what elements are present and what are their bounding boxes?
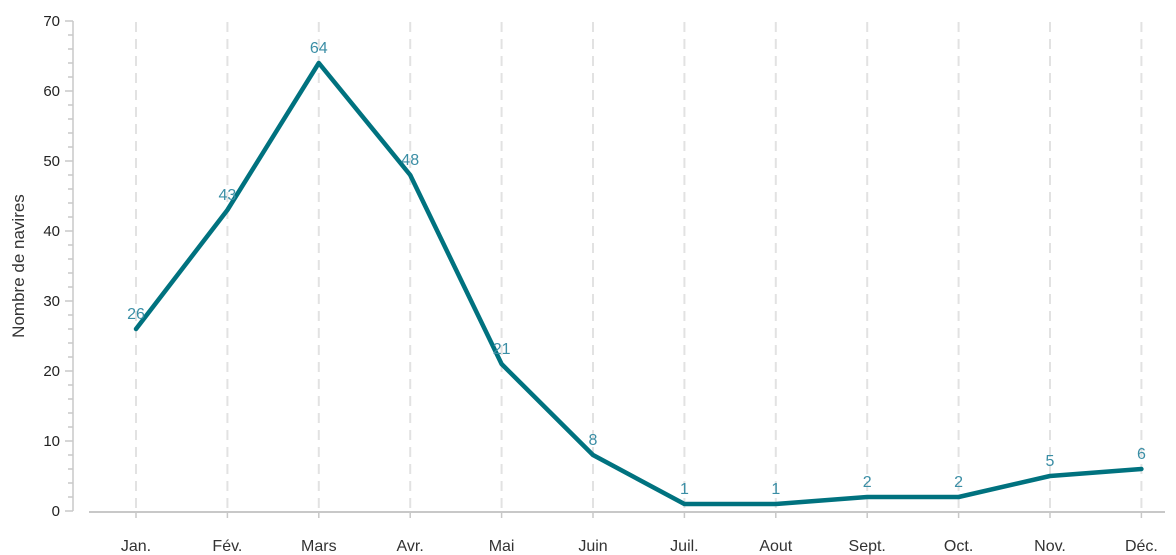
y-tick-label: 0	[52, 503, 60, 520]
x-tick-label: Mars	[301, 538, 337, 555]
x-tick-label: Déc.	[1125, 538, 1158, 555]
y-tick-label: 60	[43, 83, 60, 100]
series-line	[133, 60, 1144, 507]
data-label: 8	[589, 432, 598, 449]
data-label: 48	[401, 152, 419, 169]
data-labels: 26 43 64 48 21 8 1 1 2 2 5 6	[127, 40, 1146, 498]
data-label: 21	[493, 341, 511, 358]
data-label: 64	[310, 40, 328, 57]
data-label: 1	[771, 481, 780, 498]
y-tick-label: 20	[43, 363, 60, 380]
x-tick-label: Sept.	[849, 538, 886, 555]
axes	[72, 21, 1165, 513]
x-tick-label: Jan.	[121, 538, 151, 555]
x-tick-label: Fév.	[212, 538, 242, 555]
y-axis-ticks: 0 10 20 30 40 50 60 70	[43, 13, 73, 520]
x-axis-labels: Jan. Fév. Mars Avr. Mai Juin Juil. Aout Sept. Oct…	[121, 512, 1158, 555]
y-tick-label: 30	[43, 293, 60, 310]
data-label: 2	[863, 474, 872, 491]
data-label: 1	[680, 481, 689, 498]
y-tick-label: 50	[43, 153, 60, 170]
x-tick-label: Mai	[489, 538, 515, 555]
y-tick-label: 40	[43, 223, 60, 240]
data-label: 43	[219, 187, 237, 204]
y-axis-title: Nombre de navires	[9, 194, 28, 338]
x-tick-label: Juil.	[670, 538, 698, 555]
x-tick-label: Nov.	[1034, 538, 1066, 555]
y-tick-label: 70	[43, 13, 60, 30]
data-label: 5	[1046, 453, 1055, 470]
x-tick-label: Aout	[759, 538, 792, 555]
x-tick-label: Oct.	[944, 538, 973, 555]
grid-lines	[135, 22, 1143, 511]
data-label: 2	[954, 474, 963, 491]
y-tick-label: 10	[43, 433, 60, 450]
data-label: 26	[127, 306, 145, 323]
data-label: 6	[1137, 446, 1146, 463]
x-tick-label: Avr.	[397, 538, 424, 555]
x-tick-label: Juin	[578, 538, 607, 555]
